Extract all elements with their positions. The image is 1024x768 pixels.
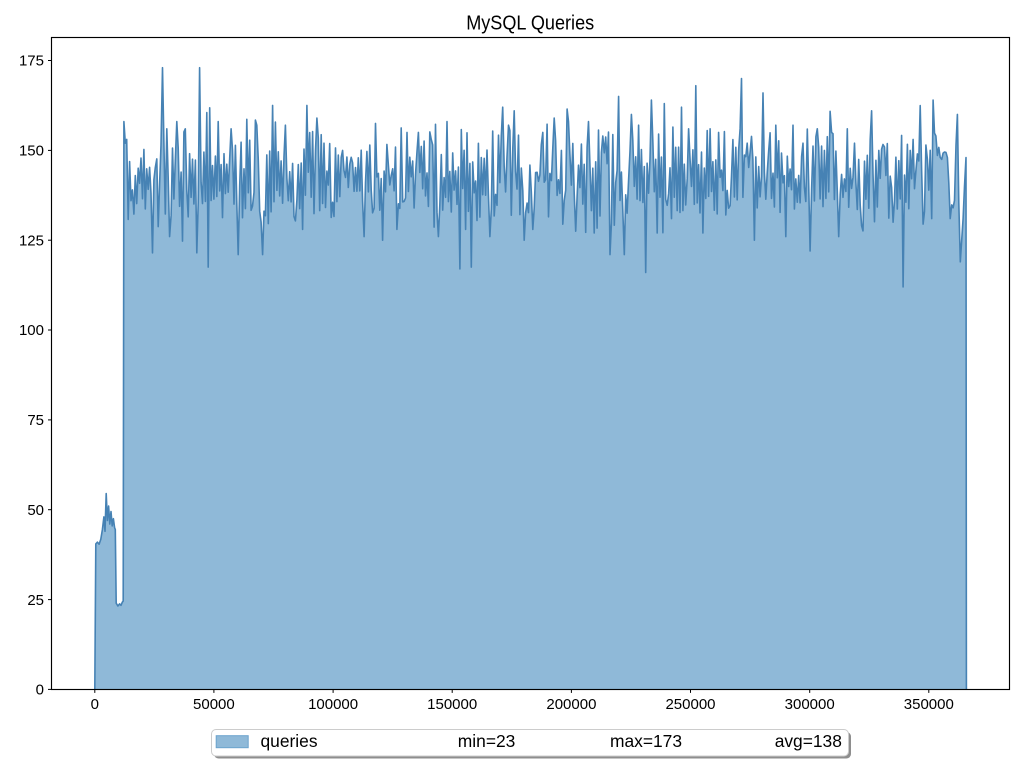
- svg-text:100000: 100000: [308, 696, 358, 713]
- svg-text:min=23: min=23: [458, 731, 516, 751]
- svg-text:150: 150: [19, 143, 44, 160]
- svg-text:0: 0: [36, 682, 44, 699]
- svg-text:50: 50: [27, 502, 44, 519]
- svg-text:25: 25: [27, 592, 44, 609]
- svg-text:150000: 150000: [427, 696, 477, 713]
- svg-text:avg=138: avg=138: [775, 731, 842, 751]
- svg-text:MySQL Queries: MySQL Queries: [466, 13, 594, 35]
- svg-text:100: 100: [19, 322, 44, 339]
- svg-text:250000: 250000: [665, 696, 715, 713]
- svg-text:175: 175: [19, 53, 44, 70]
- svg-text:200000: 200000: [546, 696, 596, 713]
- svg-text:50000: 50000: [193, 696, 235, 713]
- svg-text:350000: 350000: [904, 696, 954, 713]
- svg-text:0: 0: [91, 696, 99, 713]
- svg-text:125: 125: [19, 232, 44, 249]
- svg-text:queries: queries: [261, 731, 318, 751]
- svg-text:300000: 300000: [785, 696, 835, 713]
- svg-text:75: 75: [27, 412, 44, 429]
- svg-text:max=173: max=173: [610, 731, 682, 751]
